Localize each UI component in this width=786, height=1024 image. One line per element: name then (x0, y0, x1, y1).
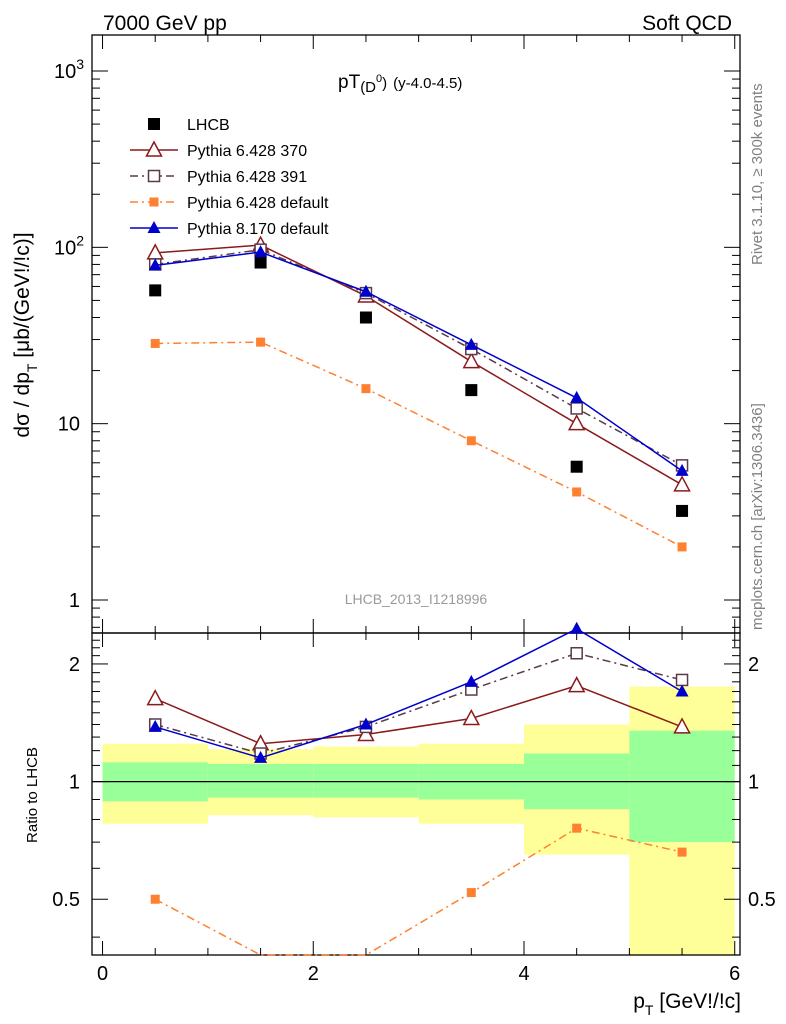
data-point (465, 384, 478, 397)
data-point (673, 475, 691, 492)
ratio-data-point (148, 719, 162, 732)
data-point (570, 390, 584, 403)
data-point (359, 284, 373, 297)
ratio-data-point (677, 847, 687, 857)
top-y-axis-label: dσ / dpT [μb/(GeV!/!c)] (11, 232, 40, 437)
data-point (150, 338, 160, 348)
data-point (254, 256, 267, 269)
legend-label: LHCB (187, 117, 230, 134)
plot-title: pT(D0) (y-4.0-4.5) (338, 72, 462, 96)
ratio-data-point (150, 894, 160, 904)
ratio-band-green (629, 730, 735, 843)
top-y-axis-label-b: [μb/(GeV!/!c)] (11, 232, 34, 363)
data-point (464, 337, 478, 350)
ratio-y-tick-label-right: 1 (748, 772, 759, 794)
data-point (256, 337, 266, 347)
top-y-axis-label-a: dσ / dp (11, 372, 34, 438)
series-line (155, 341, 683, 548)
ratio-frame (91, 632, 741, 956)
data-point (567, 414, 586, 431)
plot-title-range: (y-4.0-4.5) (393, 75, 462, 92)
ratio-band-green (313, 763, 419, 798)
ratio-data-point (673, 717, 691, 734)
x-axis-label-sub: T (645, 1002, 654, 1018)
side-mcplots-text: mcplots.cern.ch [arXiv:1306.3436] (749, 403, 766, 630)
data-point (361, 384, 371, 394)
legend: LHCB Pythia 6.428 370 Pythia 6.428 391 Pyth… (130, 117, 329, 238)
ratio-data-point (146, 689, 164, 706)
data-point (359, 311, 372, 324)
header-category: Soft QCD (642, 12, 732, 35)
ratio-data-point (254, 750, 268, 763)
x-tick-label: 2 (308, 963, 319, 985)
data-point (676, 504, 689, 517)
plot-title-paren-open: (D (360, 79, 376, 96)
legend-label: Pythia 8.170 default (187, 221, 329, 238)
ratio-panel: 0 2 4 6 0.5 0.5 1 1 2 2 (52, 621, 776, 985)
legend-marker (147, 221, 161, 233)
plot-title-sup: 0 (376, 73, 382, 85)
legend-label: Pythia 6.428 370 (187, 143, 307, 160)
top-y-axis-label-sub: T (24, 363, 40, 372)
legend-marker (147, 169, 161, 183)
ratio-y-tick-label: 2 (69, 654, 80, 676)
y-tick-label: 103 (54, 56, 84, 83)
ratio-series-line (155, 627, 683, 759)
data-point (466, 436, 476, 446)
y-tick-label: 10 (58, 414, 80, 436)
data-point (148, 258, 162, 271)
data-point (570, 460, 583, 473)
ratio-data-point (357, 724, 375, 742)
data-point (149, 284, 162, 297)
ratio-data-point (466, 888, 476, 898)
data-point (677, 542, 687, 552)
ratio-data-point (675, 684, 689, 697)
x-tick-label: 4 (518, 963, 529, 985)
legend-marker (145, 140, 163, 157)
y-tick-label: 102 (54, 232, 84, 259)
plot-title-main: pT (338, 72, 361, 93)
ratio-band-green (207, 763, 314, 798)
legend-label: Pythia 6.428 default (187, 195, 329, 212)
ratio-y-tick-label-right: 2 (748, 654, 759, 676)
data-point (254, 245, 268, 258)
ratio-series-line (154, 827, 683, 956)
ratio-y-tick-label: 1 (69, 772, 80, 794)
x-tick-label: 6 (729, 963, 740, 985)
ratio-y-tick-label: 0.5 (52, 889, 80, 911)
plot-title-paren-close: ) (382, 75, 387, 92)
legend-marker (148, 118, 160, 130)
data-point (462, 351, 481, 369)
header-energy: 7000 GeV pp (103, 12, 227, 35)
ratio-data-point (464, 674, 478, 687)
legend-marker (149, 197, 159, 207)
ratio-series-line (155, 652, 683, 755)
ratio-data-point (570, 621, 584, 634)
series-line (155, 244, 683, 486)
ratio-data-point (359, 717, 373, 730)
ratio-series-line (154, 684, 683, 745)
data-point (570, 402, 583, 415)
ratio-data-point (675, 673, 689, 687)
legend-label: Pythia 6.428 391 (187, 169, 307, 186)
x-axis-label: pT [GeV!/!c] (633, 990, 741, 1018)
data-point (675, 463, 689, 476)
ratio-data-point (462, 708, 481, 726)
series-line (155, 251, 683, 472)
side-rivet-text: Rivet 3.1.10, ≥ 300k events (749, 83, 766, 265)
ratio-data-point (570, 647, 583, 660)
data-point (572, 487, 582, 497)
x-axis-label-a: p (633, 990, 645, 1013)
analysis-watermark: LHCB_2013_I1218996 (345, 591, 488, 607)
series-line (155, 248, 683, 467)
x-tick-label: 0 (97, 963, 108, 985)
ratio-y-tick-label-right: 0.5 (748, 889, 776, 911)
ratio-data-point (572, 823, 582, 833)
y-tick-label: 1 (69, 590, 80, 612)
bottom-y-axis-label: Ratio to LHCB (24, 747, 41, 843)
ratio-data-point (567, 676, 586, 693)
x-axis-label-b: [GeV!/!c] (653, 990, 741, 1013)
